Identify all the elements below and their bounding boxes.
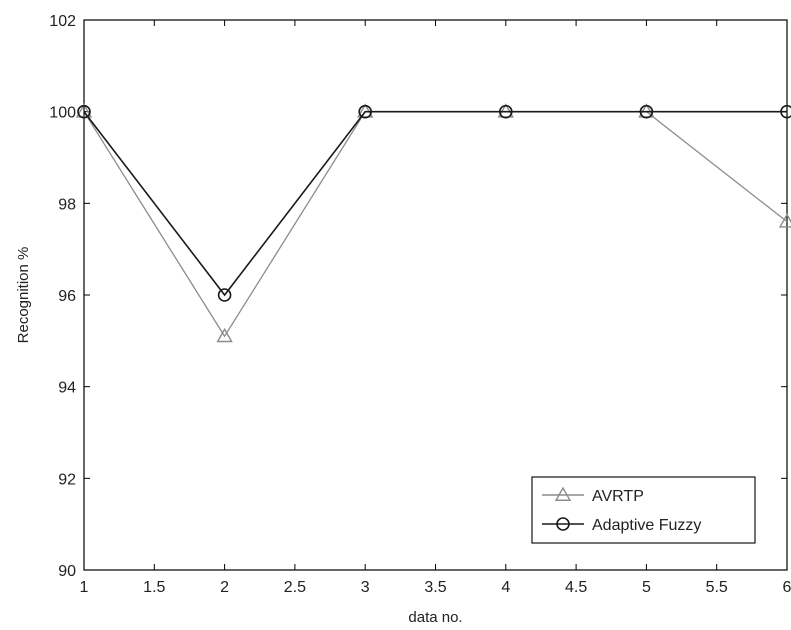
x-tick-label: 3	[361, 579, 370, 596]
series-line	[83, 110, 787, 297]
x-tick-label: 2	[220, 579, 229, 596]
y-tick-label: 94	[58, 380, 76, 397]
data-point-circle	[498, 104, 513, 119]
legend-marker-triangle	[554, 486, 572, 501]
y-tick-label: 102	[49, 13, 76, 30]
data-point-circle	[780, 104, 791, 119]
x-tick-label: 5.5	[706, 579, 728, 596]
x-tick-label: 3.5	[424, 579, 446, 596]
data-point-circle	[217, 288, 232, 302]
series-adaptive-fuzzy	[77, 104, 791, 302]
y-tick-label: 96	[58, 288, 76, 305]
legend-entry: Adaptive Fuzzy	[542, 517, 701, 534]
tick-labels: 1 1.5 2 2.5 3 3.5 4 4.5 5 5.5 6 90 92 94 96 98 100 102	[49, 13, 791, 596]
x-axis-title: data no.	[408, 609, 462, 626]
data-point-circle	[358, 104, 373, 119]
y-tick-label: 98	[58, 196, 76, 213]
data-point-circle	[77, 104, 91, 119]
series-layer	[75, 103, 791, 343]
y-axis-title: Recognition %	[15, 247, 32, 344]
x-tick-label: 2.5	[284, 579, 306, 596]
x-tick-label: 1.5	[143, 579, 165, 596]
legend-label: AVRTP	[592, 488, 644, 505]
x-tick-label: 4	[501, 579, 510, 596]
x-tick-label: 6	[783, 579, 791, 596]
legend-entry: AVRTP	[542, 486, 644, 505]
y-tick-label: 90	[58, 563, 76, 580]
x-tick-label: 1	[80, 579, 89, 596]
x-tick-label: 5	[642, 579, 651, 596]
data-point-triangle	[216, 327, 233, 343]
y-tick-label: 100	[49, 105, 76, 122]
legend: AVRTP Adaptive Fuzzy	[531, 476, 756, 544]
legend-marker-circle	[556, 517, 570, 531]
data-point-circle	[639, 104, 654, 119]
y-tick-label: 92	[58, 471, 76, 488]
legend-box	[531, 476, 756, 544]
x-tick-label: 4.5	[565, 579, 587, 596]
legend-label: Adaptive Fuzzy	[592, 517, 701, 534]
